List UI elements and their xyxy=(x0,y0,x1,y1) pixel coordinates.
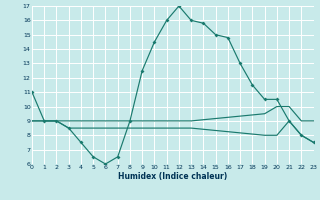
X-axis label: Humidex (Indice chaleur): Humidex (Indice chaleur) xyxy=(118,172,228,181)
